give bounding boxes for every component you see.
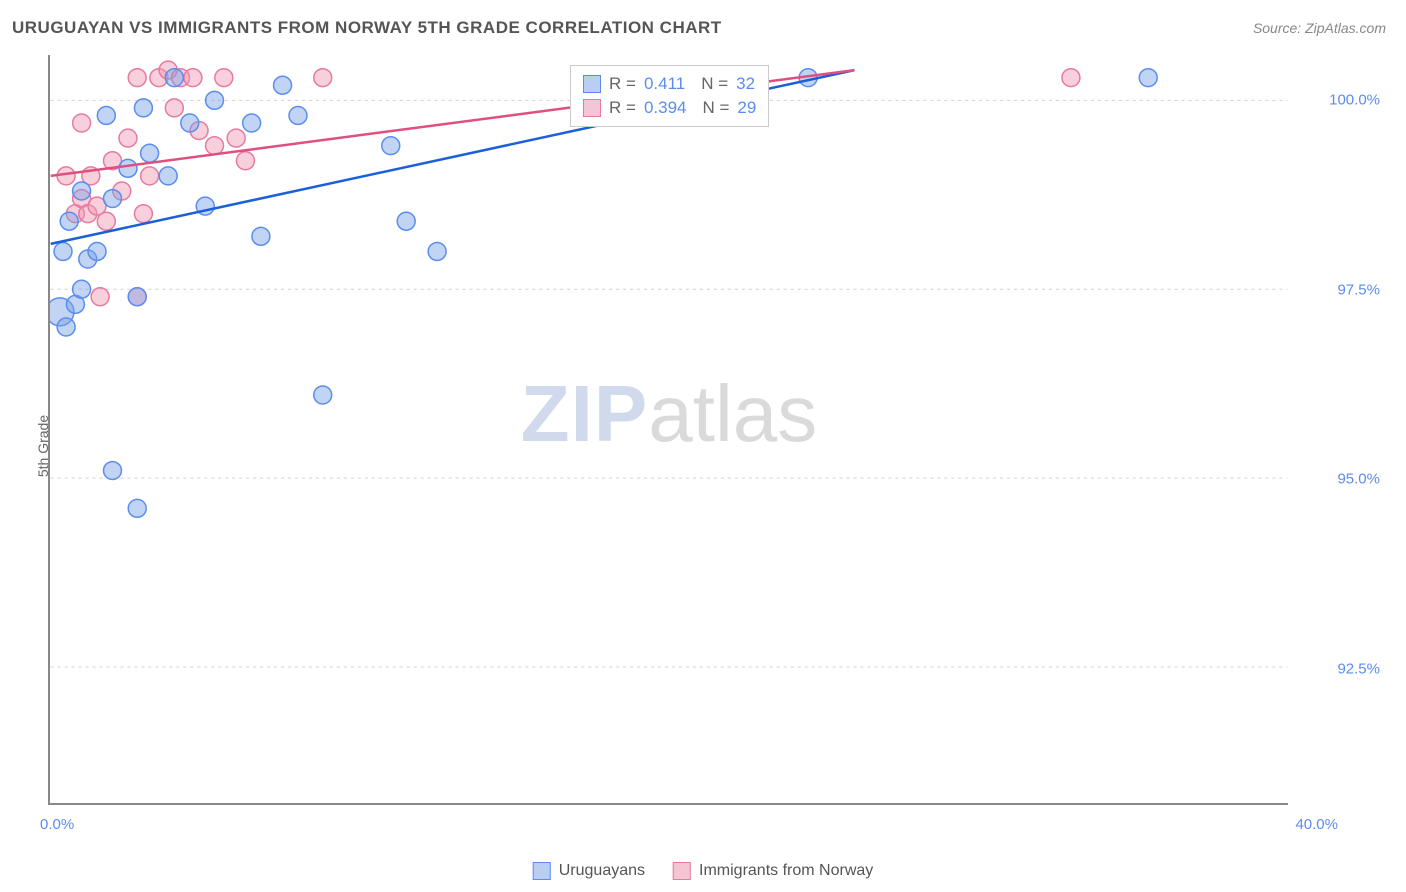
r-label: R = (609, 74, 636, 94)
y-tick-label: 95.0% (1337, 471, 1380, 488)
n-label: N = (702, 98, 729, 118)
y-tick-label: 92.5% (1337, 660, 1380, 677)
legend-label: Uruguayans (559, 862, 645, 880)
correlation-legend: R = 0.411 N = 32 R = 0.394 N = 29 (570, 65, 769, 127)
n-label: N = (701, 74, 728, 94)
legend-swatch (583, 75, 601, 93)
n-value: 29 (737, 98, 756, 118)
r-value: 0.394 (644, 98, 687, 118)
legend-stat-row: R = 0.394 N = 29 (583, 96, 756, 120)
legend-swatch (673, 862, 691, 880)
legend-item: Immigrants from Norway (673, 862, 873, 880)
legend-label: Immigrants from Norway (699, 862, 873, 880)
chart-title: URUGUAYAN VS IMMIGRANTS FROM NORWAY 5TH … (12, 18, 722, 38)
r-value: 0.411 (644, 74, 685, 94)
y-tick-label: 97.5% (1337, 281, 1380, 298)
legend-swatch (583, 99, 601, 117)
n-value: 32 (736, 74, 755, 94)
series-legend: Uruguayans Immigrants from Norway (533, 862, 874, 880)
legend-swatch (533, 862, 551, 880)
chart-svg (50, 55, 1288, 803)
source-attribution: Source: ZipAtlas.com (1253, 20, 1386, 36)
legend-stat-row: R = 0.411 N = 32 (583, 72, 756, 96)
plot-area: ZIPatlas R =0.411N =32R =0.394N =29 92.5… (48, 55, 1288, 805)
y-tick-label: 100.0% (1329, 92, 1380, 109)
r-label: R = (609, 98, 636, 118)
x-axis-max-label: 40.0% (1295, 816, 1338, 833)
legend-item: Uruguayans (533, 862, 645, 880)
x-axis-min-label: 0.0% (40, 816, 74, 833)
